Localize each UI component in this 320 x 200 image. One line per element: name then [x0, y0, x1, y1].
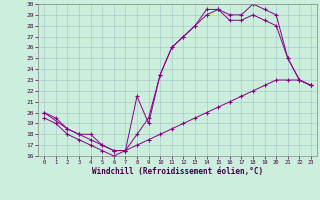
X-axis label: Windchill (Refroidissement éolien,°C): Windchill (Refroidissement éolien,°C) [92, 167, 263, 176]
